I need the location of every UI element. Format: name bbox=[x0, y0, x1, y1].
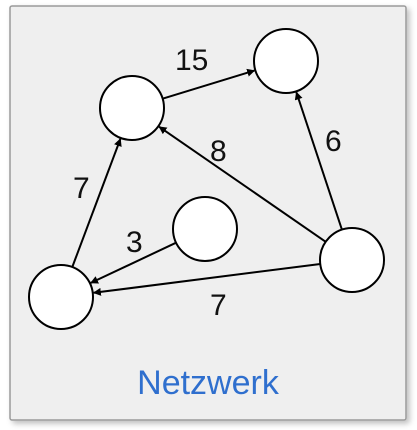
edge-weight-e5: 3 bbox=[126, 226, 143, 259]
edge-weight-e2: 8 bbox=[210, 135, 227, 168]
edge-e5 bbox=[90, 241, 177, 284]
edge-e2 bbox=[158, 125, 327, 243]
node-n1 bbox=[99, 75, 165, 141]
edge-weight-e1: 15 bbox=[175, 44, 208, 77]
node-n2 bbox=[253, 28, 319, 94]
edges-layer bbox=[71, 68, 343, 296]
edge-weight-e6: 7 bbox=[210, 289, 227, 322]
diagram-caption: Netzwerk bbox=[137, 364, 280, 402]
edge-e6 bbox=[92, 263, 321, 296]
edge-weight-e4: 7 bbox=[73, 172, 90, 205]
edge-weight-e3: 6 bbox=[325, 125, 342, 158]
nodes-layer bbox=[28, 28, 385, 330]
edge-e1 bbox=[162, 68, 256, 100]
node-n5 bbox=[319, 227, 385, 293]
node-n3 bbox=[172, 196, 238, 262]
edge-e3 bbox=[294, 91, 343, 230]
edge-e4 bbox=[71, 138, 122, 268]
node-n4 bbox=[28, 264, 94, 330]
